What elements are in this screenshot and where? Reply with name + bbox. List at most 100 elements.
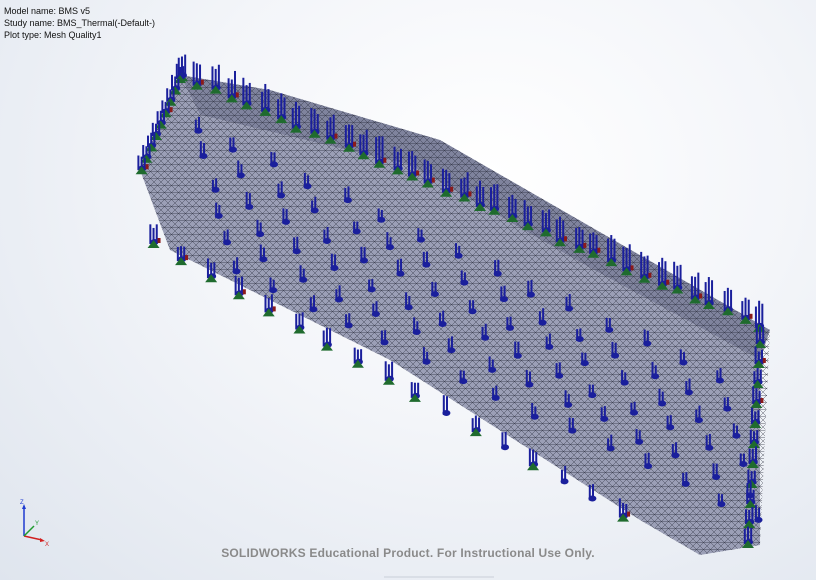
load-symbol xyxy=(630,401,639,416)
load-symbol xyxy=(228,137,237,153)
plot-type-label: Plot type: Mesh Quality1 xyxy=(4,30,102,40)
model-name-label: Model name: BMS v5 xyxy=(4,6,91,16)
load-symbol xyxy=(750,386,764,408)
load-symbol xyxy=(262,294,276,317)
load-symbol xyxy=(245,191,254,210)
load-symbol xyxy=(391,146,404,175)
load-symbol xyxy=(377,208,386,223)
load-symbol xyxy=(617,498,631,522)
load-symbol xyxy=(360,246,369,264)
load-symbol xyxy=(256,219,265,238)
load-symbol xyxy=(538,308,547,326)
load-symbol xyxy=(412,317,421,335)
load-symbol xyxy=(553,216,567,247)
mesh-model[interactable] xyxy=(135,54,770,555)
load-symbol xyxy=(525,370,534,388)
load-symbol xyxy=(438,310,447,327)
triad-x-label: X xyxy=(45,542,49,548)
load-symbol xyxy=(684,378,693,396)
load-symbol xyxy=(214,202,223,219)
load-symbol xyxy=(611,341,620,359)
load-symbol xyxy=(292,236,301,255)
load-symbol xyxy=(530,402,539,420)
load-symbol xyxy=(658,388,667,407)
load-symbol xyxy=(164,88,177,106)
load-symbol xyxy=(385,232,394,251)
load-symbol xyxy=(232,257,241,275)
load-symbol xyxy=(194,116,203,134)
load-symbol xyxy=(404,292,413,311)
load-symbol xyxy=(656,257,670,290)
load-symbol xyxy=(501,431,510,451)
load-symbol xyxy=(275,93,288,124)
load-symbol xyxy=(367,279,376,293)
load-symbol xyxy=(539,209,552,237)
load-symbol xyxy=(588,484,597,502)
load-symbol xyxy=(643,329,652,347)
load-symbol xyxy=(422,251,431,268)
load-symbol xyxy=(635,429,644,445)
load-symbol xyxy=(344,313,353,329)
load-symbol xyxy=(175,246,189,266)
load-symbol xyxy=(605,235,618,267)
load-symbol xyxy=(352,221,361,235)
load-symbol xyxy=(190,61,204,90)
load-symbol xyxy=(323,226,332,244)
load-symbol xyxy=(357,129,370,160)
load-symbol xyxy=(259,83,272,116)
load-symbol xyxy=(505,316,514,331)
load-symbol xyxy=(717,493,726,508)
load-symbol xyxy=(644,452,653,470)
load-symbol xyxy=(225,70,239,103)
load-symbol xyxy=(223,229,232,246)
load-symbol xyxy=(416,228,425,243)
load-symbol xyxy=(694,405,703,424)
load-symbol xyxy=(606,434,615,452)
load-symbol xyxy=(754,326,766,348)
load-symbol xyxy=(469,415,482,437)
load-symbol xyxy=(468,300,477,315)
load-symbol xyxy=(269,152,278,168)
load-symbol xyxy=(723,397,732,412)
load-symbol xyxy=(422,347,431,365)
load-symbol xyxy=(373,136,387,168)
load-symbol xyxy=(671,442,680,459)
load-symbol xyxy=(440,168,454,197)
load-symbol xyxy=(742,526,754,548)
load-symbol xyxy=(560,465,569,485)
load-symbol xyxy=(743,507,756,528)
load-symbol xyxy=(721,287,734,316)
load-symbol xyxy=(715,368,724,384)
load-symbol xyxy=(526,280,535,298)
load-symbol xyxy=(330,253,339,272)
load-symbol xyxy=(324,114,338,144)
load-symbol xyxy=(380,330,389,346)
load-symbol xyxy=(199,141,208,160)
load-symbol xyxy=(259,244,268,263)
load-symbol xyxy=(209,64,222,94)
educational-watermark: SOLIDWORKS Educational Product. For Inst… xyxy=(221,546,595,560)
coordinate-triad: Z Y X xyxy=(20,500,49,548)
load-symbol xyxy=(638,251,652,283)
load-symbol xyxy=(491,385,500,401)
load-symbol xyxy=(240,77,253,110)
load-symbol xyxy=(408,382,421,402)
load-symbol xyxy=(458,172,472,202)
load-symbol xyxy=(555,362,564,379)
load-symbol xyxy=(705,433,714,451)
load-symbol xyxy=(371,301,380,318)
load-symbol xyxy=(605,317,614,333)
load-symbol xyxy=(205,258,218,283)
load-symbol xyxy=(565,294,574,312)
load-symbol xyxy=(527,448,540,471)
load-symbol xyxy=(310,196,319,214)
load-symbol xyxy=(748,429,760,448)
load-symbol xyxy=(320,327,333,351)
load-symbol xyxy=(488,356,497,373)
load-symbol xyxy=(754,505,763,523)
load-symbol xyxy=(343,124,357,152)
load-symbol xyxy=(666,415,675,431)
load-symbol xyxy=(506,194,519,223)
load-symbol xyxy=(232,275,246,300)
